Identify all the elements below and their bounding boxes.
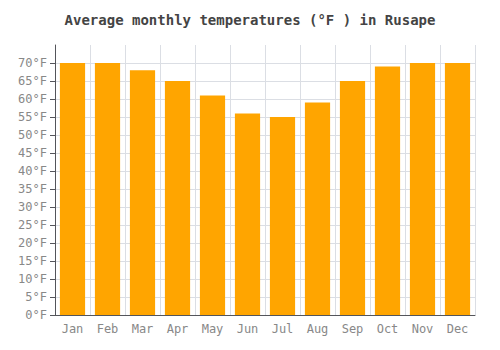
svg-text:May: May: [202, 322, 224, 336]
svg-text:Aug: Aug: [307, 322, 329, 336]
svg-text:Jun: Jun: [237, 322, 259, 336]
svg-text:50°F: 50°F: [18, 128, 47, 142]
svg-text:Dec: Dec: [447, 322, 469, 336]
svg-text:20°F: 20°F: [18, 236, 47, 250]
svg-text:70°F: 70°F: [18, 56, 47, 70]
svg-text:15°F: 15°F: [18, 254, 47, 268]
svg-text:5°F: 5°F: [25, 290, 47, 304]
svg-text:Sep: Sep: [342, 322, 364, 336]
svg-text:Apr: Apr: [167, 322, 189, 336]
svg-text:35°F: 35°F: [18, 182, 47, 196]
svg-text:10°F: 10°F: [18, 272, 47, 286]
svg-text:Jan: Jan: [62, 322, 84, 336]
svg-text:Feb: Feb: [97, 322, 119, 336]
svg-text:60°F: 60°F: [18, 92, 47, 106]
svg-text:55°F: 55°F: [18, 110, 47, 124]
svg-text:Mar: Mar: [132, 322, 154, 336]
svg-text:25°F: 25°F: [18, 218, 47, 232]
svg-text:Average monthly temperatures (: Average monthly temperatures (°F ) in Ru…: [65, 12, 436, 28]
svg-text:0°F: 0°F: [25, 308, 47, 322]
svg-text:Oct: Oct: [377, 322, 399, 336]
svg-text:45°F: 45°F: [18, 146, 47, 160]
svg-text:Jul: Jul: [272, 322, 294, 336]
svg-text:30°F: 30°F: [18, 200, 47, 214]
svg-text:Nov: Nov: [412, 322, 434, 336]
svg-text:65°F: 65°F: [18, 74, 47, 88]
svg-text:40°F: 40°F: [18, 164, 47, 178]
